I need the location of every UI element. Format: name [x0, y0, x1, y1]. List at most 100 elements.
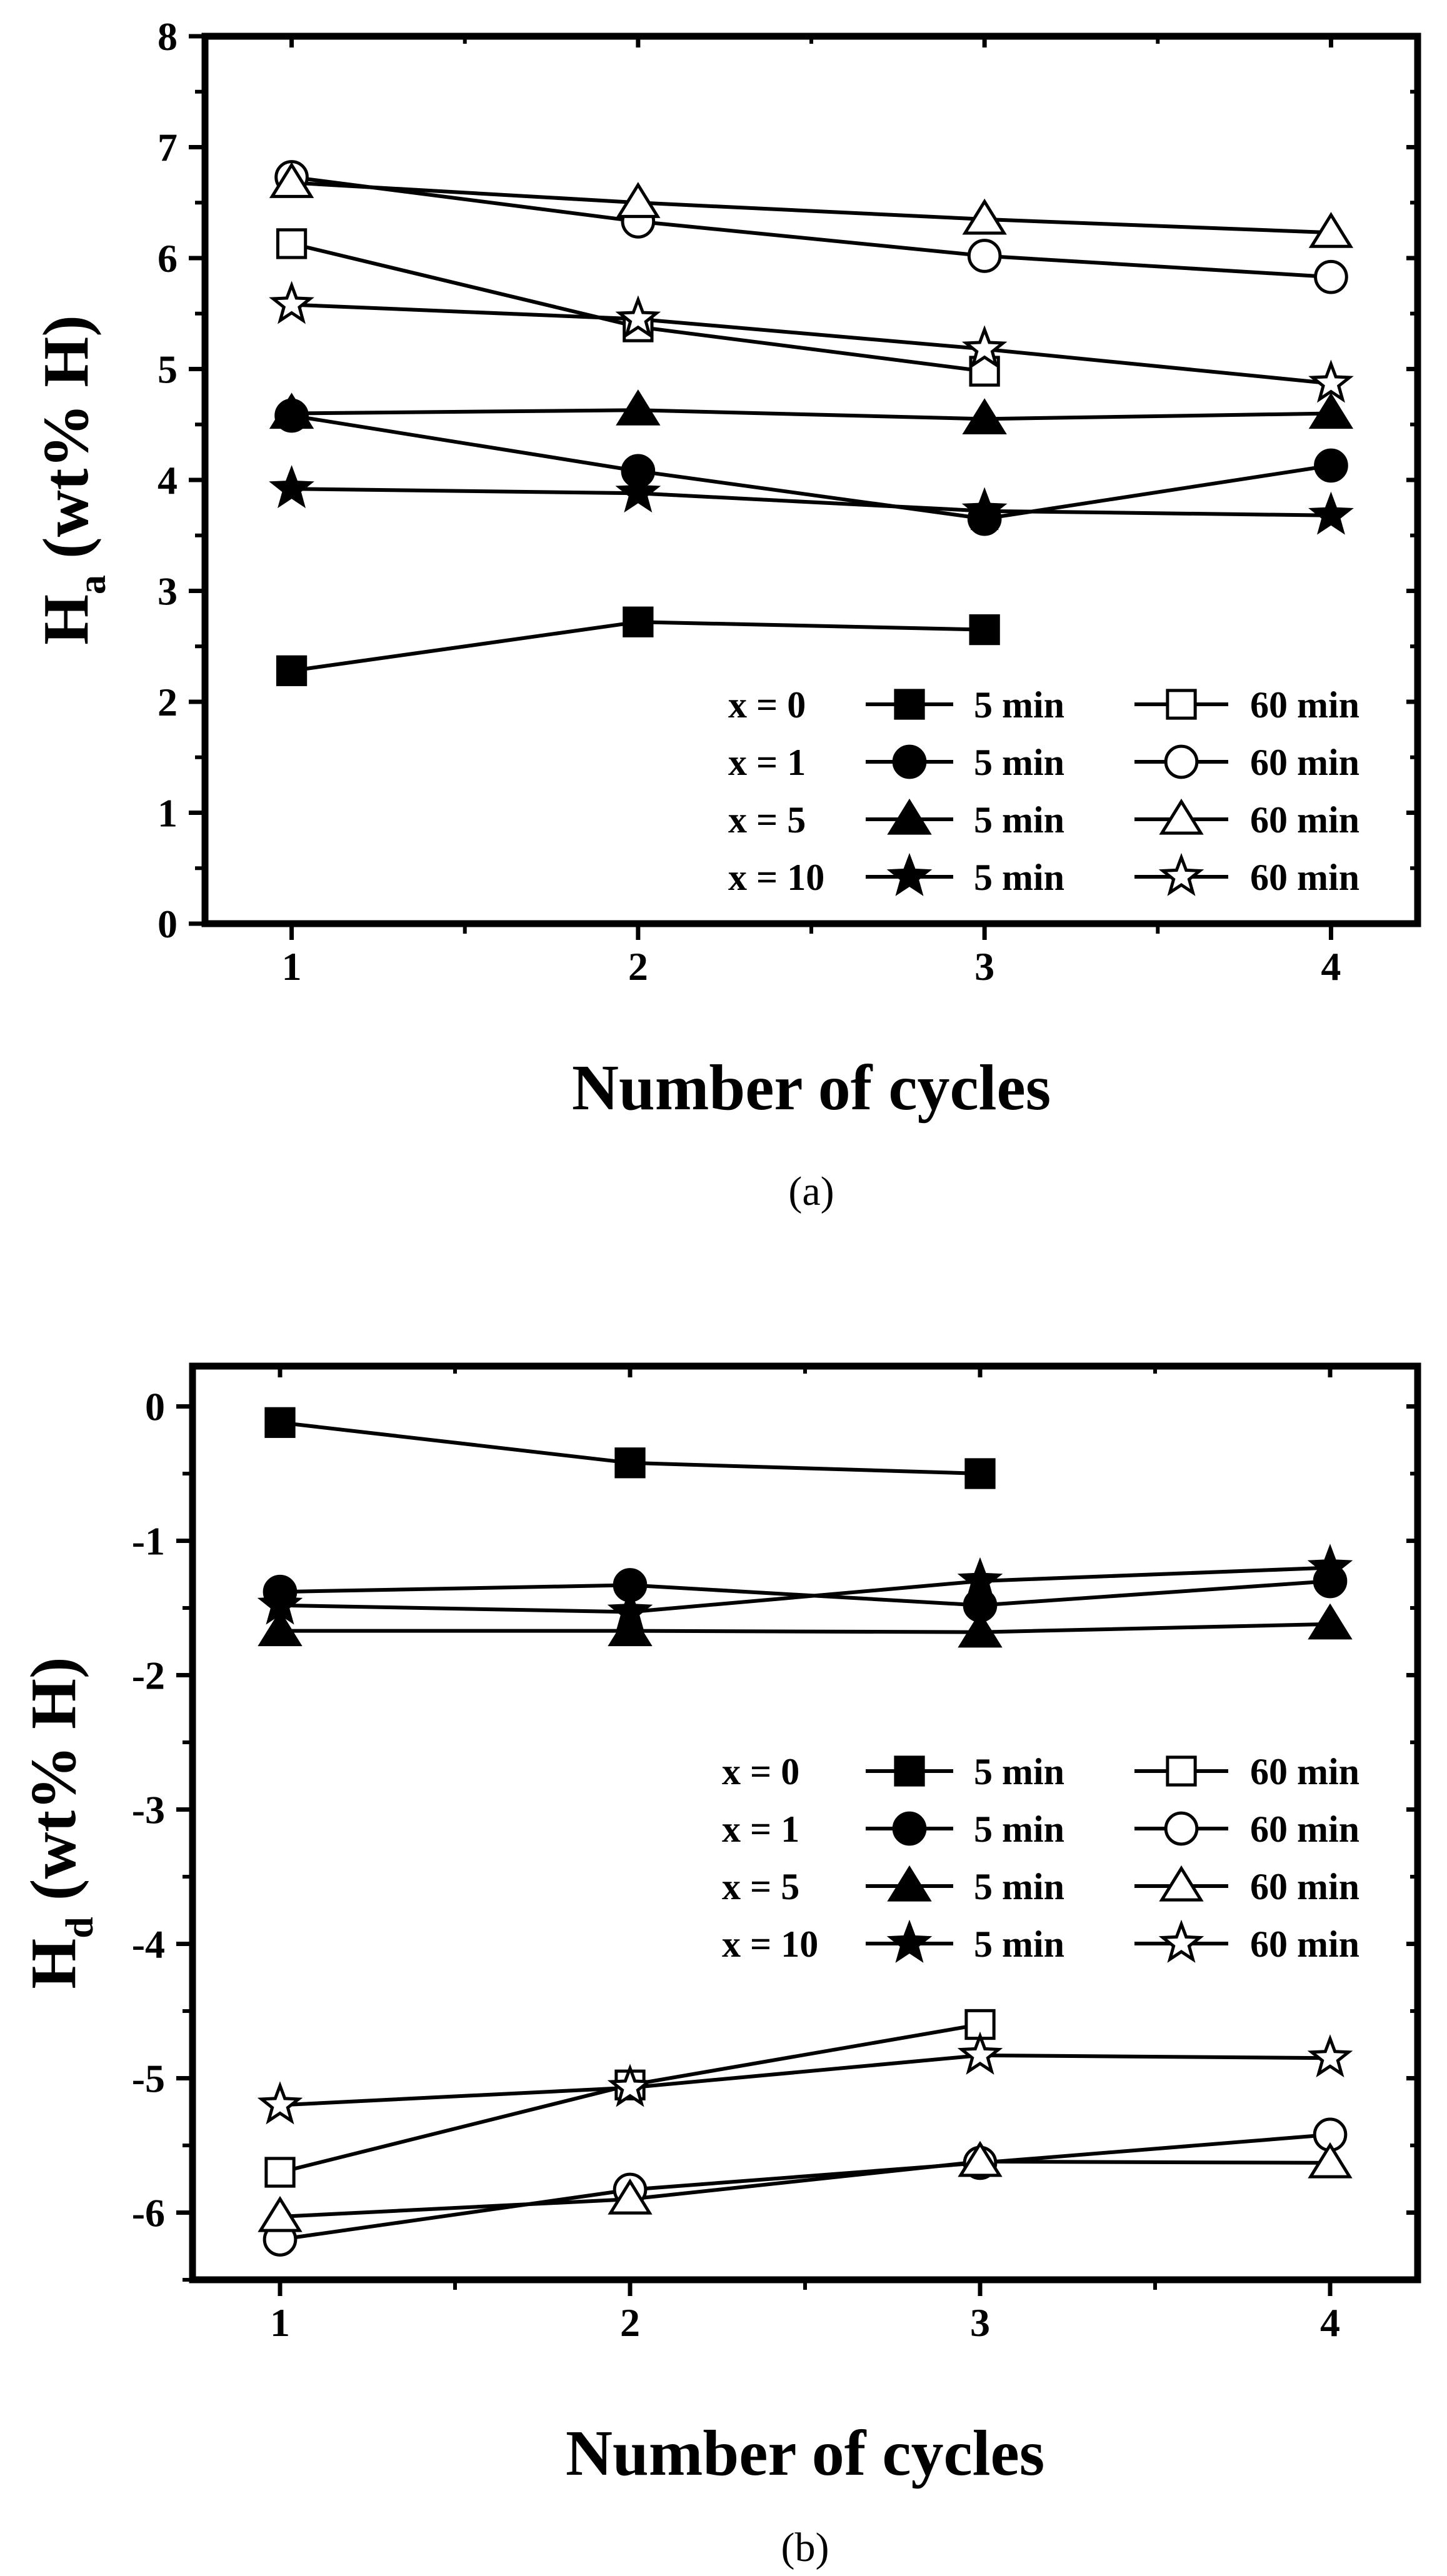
- data-point: [608, 1610, 653, 1647]
- series-line: [291, 175, 1331, 279]
- data-point: [1308, 212, 1354, 248]
- legend-entry: x = 10 5 min 60 min: [728, 852, 1359, 898]
- series-line: [279, 1579, 1331, 1607]
- data-point: [1307, 1544, 1353, 1587]
- y-tick-label: -3: [132, 1788, 165, 1832]
- legend-text-60min: 60 min: [1250, 1924, 1359, 1965]
- legend-marker: [894, 1755, 925, 1787]
- y-axis-title-unit: (wt% H): [18, 1657, 89, 1917]
- y-axis-title-main: H: [30, 594, 102, 645]
- data-point: [269, 281, 314, 324]
- data-point: [623, 606, 654, 637]
- data-point: [964, 1458, 996, 1489]
- legend-marker: [886, 852, 933, 896]
- legend-marker: [1158, 852, 1204, 896]
- y-tick-label: -4: [132, 1922, 165, 1967]
- legend-label: x = 10: [728, 857, 824, 898]
- data-point: [969, 614, 1000, 646]
- series-line: [291, 487, 1331, 517]
- data-point: [1308, 392, 1354, 429]
- legend-marker: [1158, 1919, 1204, 1963]
- legend-text-60min: 60 min: [1250, 799, 1359, 841]
- y-axis-title-main: H: [18, 1939, 89, 1989]
- legend-label: x = 5: [728, 799, 806, 841]
- legend-label: x = 1: [722, 1809, 799, 1850]
- data-point: [1314, 259, 1348, 294]
- data-point: [607, 2064, 653, 2107]
- x-tick-label: 2: [620, 2300, 640, 2345]
- data-point: [269, 465, 314, 509]
- y-tick-label: -1: [132, 1519, 165, 1564]
- legend-text-5min: 5 min: [974, 1924, 1064, 1965]
- y-axis-title-unit: (wt% H): [30, 315, 102, 575]
- data-point: [957, 2031, 1003, 2075]
- series-line: [291, 414, 1331, 521]
- data-point: [608, 2178, 653, 2215]
- data-point: [961, 325, 1008, 369]
- data-point: [1307, 2034, 1353, 2078]
- x-tick-label: 2: [628, 944, 648, 989]
- legend-marker: [892, 744, 927, 779]
- legend-marker: [1164, 1811, 1199, 1846]
- legend-entry: x = 5 5 min 60 min: [722, 1865, 1359, 1907]
- y-tick-label: 4: [158, 458, 178, 502]
- x-axis-title: Number of cycles: [572, 1052, 1051, 1124]
- y-tick-label: 2: [158, 680, 178, 724]
- legend-text-5min: 5 min: [974, 799, 1064, 841]
- data-point: [258, 2195, 303, 2232]
- y-tick-label: 3: [158, 569, 178, 614]
- data-point: [961, 487, 1008, 531]
- data-point: [257, 1581, 303, 1625]
- legend-text-5min: 5 min: [974, 1866, 1064, 1907]
- data-point: [264, 1407, 296, 1438]
- legend-text-60min: 60 min: [1250, 1809, 1359, 1850]
- y-tick-label: -5: [132, 2057, 165, 2101]
- panel-b: 1 2 3 4 0 -1 -2 -3 -4 -5 -6 Number of cycles Hd (wt%…: [18, 1362, 1421, 2570]
- data-point: [276, 655, 308, 686]
- legend-entry: x = 1 5 min 60 min: [722, 1809, 1359, 1850]
- legend-text-60min: 60 min: [1250, 1751, 1359, 1792]
- legend-entry: x = 1 5 min 60 min: [728, 742, 1359, 783]
- legend-text-5min: 5 min: [974, 684, 1064, 726]
- y-axis-title-sub: d: [59, 1917, 101, 1938]
- x-tick-label: 3: [974, 944, 994, 989]
- legend-entry: x = 10 5 min 60 min: [722, 1919, 1359, 1965]
- series-line: [291, 181, 1331, 235]
- y-tick-label: -6: [132, 2191, 165, 2235]
- y-tick-label: 1: [158, 791, 178, 836]
- legend-text-60min: 60 min: [1250, 1866, 1359, 1907]
- data-point: [616, 182, 661, 218]
- data-point: [957, 1557, 1003, 1600]
- data-point: [615, 469, 661, 513]
- y-axis-title-sub: a: [71, 575, 114, 594]
- y-tick-label: 0: [145, 1385, 165, 1429]
- x-tick-label: 1: [282, 944, 302, 989]
- y-axis-title: Ha (wt% H): [30, 315, 114, 645]
- data-point: [614, 1447, 646, 1479]
- legend-text-60min: 60 min: [1250, 742, 1359, 783]
- legend-entry: x = 5 5 min 60 min: [728, 798, 1359, 841]
- data-point: [958, 2140, 1003, 2177]
- data-point: [1308, 359, 1354, 403]
- x-tick-label: 3: [970, 2300, 990, 2345]
- data-point: [264, 2157, 296, 2188]
- data-point: [962, 198, 1007, 235]
- series-line: [291, 408, 1331, 421]
- y-tick-label: 6: [158, 236, 178, 281]
- data-point: [615, 295, 661, 339]
- legend-marker: [894, 689, 925, 720]
- legend-marker: [1166, 689, 1197, 720]
- data-point: [269, 392, 314, 429]
- data-point: [958, 1611, 1003, 1648]
- data-point: [1308, 1603, 1353, 1640]
- legend-marker: [1164, 744, 1199, 779]
- legend-label: x = 0: [722, 1751, 799, 1792]
- panel-a: 1 2 3 4 0 1 2 3 4 5 6 7 8 Number of cycles Ha (wt% H) x…: [30, 14, 1421, 1214]
- series-line: [279, 2132, 1331, 2242]
- legend-text-60min: 60 min: [1250, 857, 1359, 898]
- legend-text-5min: 5 min: [974, 857, 1064, 898]
- legend-text-5min: 5 min: [974, 742, 1064, 783]
- legend-marker: [1159, 798, 1204, 835]
- data-point: [276, 228, 308, 259]
- y-tick-label: 7: [158, 126, 178, 170]
